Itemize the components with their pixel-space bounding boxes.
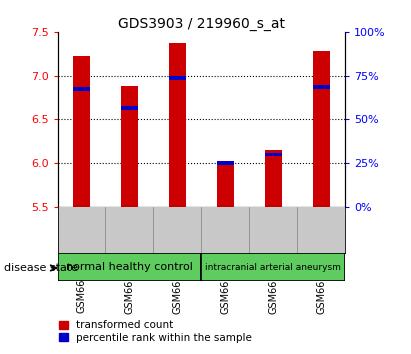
Bar: [313, 85, 330, 89]
Bar: [121, 106, 138, 110]
Bar: [265, 153, 282, 156]
Bar: [73, 87, 90, 91]
Bar: [265, 150, 282, 207]
Text: disease state: disease state: [4, 263, 78, 273]
Bar: [169, 43, 186, 207]
Bar: [217, 161, 234, 165]
Text: normal healthy control: normal healthy control: [66, 262, 193, 272]
Bar: [313, 51, 330, 207]
Bar: [217, 163, 234, 207]
Title: GDS3903 / 219960_s_at: GDS3903 / 219960_s_at: [118, 17, 285, 31]
Bar: [201, 253, 345, 281]
Bar: [73, 56, 90, 207]
Bar: [169, 76, 186, 80]
Bar: [58, 253, 201, 281]
Text: intracranial arterial aneurysm: intracranial arterial aneurysm: [206, 263, 341, 272]
Legend: transformed count, percentile rank within the sample: transformed count, percentile rank withi…: [59, 320, 252, 343]
Bar: [121, 86, 138, 207]
